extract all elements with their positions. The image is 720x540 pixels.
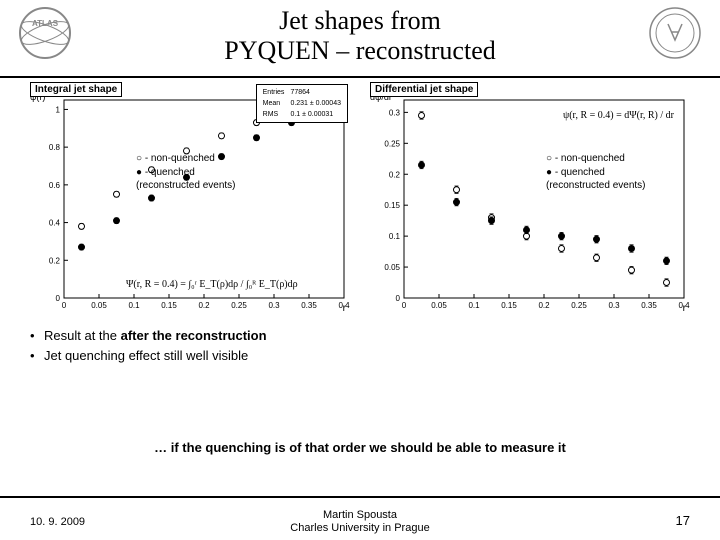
svg-text:0.8: 0.8	[49, 143, 61, 152]
legend-item: ● - quenched	[546, 166, 646, 180]
formula: ψ(r, R = 0.4) = dΨ(r, R) / dr	[563, 110, 674, 121]
svg-text:0.05: 0.05	[91, 301, 107, 310]
svg-text:1: 1	[56, 105, 61, 114]
stats-rms: 0.1 ± 0.00031	[288, 110, 343, 119]
svg-text:0.15: 0.15	[501, 301, 517, 310]
svg-text:0.25: 0.25	[231, 301, 247, 310]
svg-text:0.1: 0.1	[389, 232, 401, 241]
chart-title: Differential jet shape	[370, 82, 478, 97]
svg-text:0.35: 0.35	[641, 301, 657, 310]
stats-mean: 0.231 ± 0.00043	[288, 99, 343, 108]
header: ATLAS Jet shapes from PYQUEN – reconstru…	[0, 0, 720, 78]
svg-text:0.25: 0.25	[384, 139, 400, 148]
bullet-item: • Jet quenching effect still well visibl…	[30, 346, 267, 366]
conclusion-text: … if the quenching is of that order we s…	[0, 440, 720, 455]
stats-entries: 77864	[288, 88, 343, 97]
svg-text:0.4: 0.4	[49, 219, 61, 228]
svg-text:0.25: 0.25	[571, 301, 587, 310]
svg-text:0.05: 0.05	[384, 263, 400, 272]
svg-text:0: 0	[396, 294, 401, 303]
legend-item: ○ - non-quenched	[546, 152, 646, 166]
svg-text:0: 0	[62, 301, 67, 310]
svg-text:0.2: 0.2	[538, 301, 550, 310]
stats-box: Entries77864 Mean0.231 ± 0.00043 RMS0.1 …	[256, 84, 348, 123]
x-axis-label: r	[343, 303, 346, 314]
svg-text:0: 0	[402, 301, 407, 310]
svg-text:0.1: 0.1	[468, 301, 480, 310]
chart-title: Integral jet shape	[30, 82, 122, 97]
svg-text:0.3: 0.3	[389, 108, 401, 117]
svg-text:0.15: 0.15	[161, 301, 177, 310]
legend-item: ○ - non-quenched	[136, 152, 236, 166]
footer-affil: Charles University in Prague	[290, 522, 429, 534]
svg-text:0.6: 0.6	[49, 181, 61, 190]
title-line-2: PYQUEN – reconstructed	[224, 36, 496, 65]
university-seal-icon	[648, 6, 702, 60]
legend-item: ● - quenched	[136, 166, 236, 180]
atlas-logo-icon: ATLAS	[18, 6, 72, 60]
legend-item: (reconstructed events)	[136, 179, 236, 193]
svg-text:0.35: 0.35	[301, 301, 317, 310]
svg-text:0: 0	[56, 294, 61, 303]
bullet-item: • Result at the after the reconstruction	[30, 326, 267, 346]
legend: ○ - non-quenched ● - quenched (reconstru…	[546, 152, 646, 193]
svg-text:0.2: 0.2	[389, 170, 401, 179]
footer-center: Martin Spousta Charles University in Pra…	[0, 509, 720, 537]
legend: ○ - non-quenched ● - quenched (reconstru…	[136, 152, 236, 193]
footer-divider	[0, 496, 720, 498]
page-number: 17	[676, 513, 690, 528]
footer: 10. 9. 2009 Martin Spousta Charles Unive…	[0, 500, 720, 540]
footer-author: Martin Spousta	[323, 509, 397, 521]
slide-title: Jet shapes from PYQUEN – reconstructed	[0, 0, 720, 66]
x-axis-label: r	[683, 303, 686, 314]
formula: Ψ(r, R = 0.4) = ∫₀ʳ E_T(ρ)dρ / ∫₀ᴿ E_T(ρ…	[126, 279, 298, 290]
svg-text:ATLAS: ATLAS	[32, 19, 59, 28]
svg-text:0.2: 0.2	[198, 301, 210, 310]
svg-text:0.2: 0.2	[49, 256, 61, 265]
svg-text:0.3: 0.3	[268, 301, 280, 310]
bullet-list: • Result at the after the reconstruction…	[30, 326, 267, 365]
svg-text:0.05: 0.05	[431, 301, 447, 310]
title-line-1: Jet shapes from	[279, 6, 441, 35]
svg-text:0.3: 0.3	[608, 301, 620, 310]
svg-text:0.15: 0.15	[384, 201, 400, 210]
legend-item: (reconstructed events)	[546, 179, 646, 193]
integral-jet-shape-chart: Integral jet shape Entries77864 Mean0.23…	[30, 86, 350, 316]
svg-text:0.1: 0.1	[128, 301, 140, 310]
differential-jet-shape-chart: Differential jet shape dψ/dr r ○ - non-q…	[370, 86, 690, 316]
charts-row: Integral jet shape Entries77864 Mean0.23…	[30, 86, 690, 316]
